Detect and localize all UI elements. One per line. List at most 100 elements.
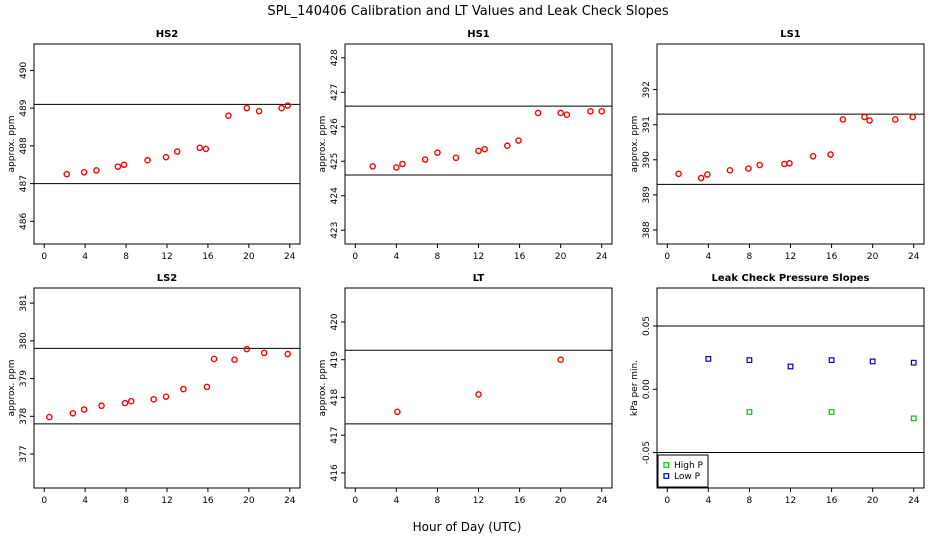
data-point [745, 165, 752, 172]
panel-4: LS2 0 4 8 12 16 20 24 377 378 379 380 381 approx. ppm [7, 273, 301, 506]
data-point [557, 109, 564, 117]
data-point [475, 147, 482, 155]
legend-label: High P [674, 461, 704, 471]
panel-5: LT 0 4 8 12 16 20 24 416 417 418 419 420 approx. ppm [318, 273, 613, 506]
data-point [63, 170, 71, 178]
x-tick-label: 0 [41, 496, 47, 506]
data-point [260, 349, 268, 357]
x-tick-label: 0 [664, 496, 670, 506]
x-tick-label: 12 [473, 496, 484, 506]
y-axis-label: approx. ppm [318, 116, 328, 173]
x-tick-label: 0 [41, 252, 47, 262]
data-point [173, 148, 181, 155]
x-tick-label: 0 [352, 252, 358, 262]
y-tick-label: 388 [642, 221, 652, 238]
x-tick-label: 20 [867, 252, 879, 262]
data-point [284, 102, 292, 109]
x-tick-label: 20 [555, 496, 567, 506]
data-point [369, 163, 377, 170]
y-tick-label: 486 [19, 213, 29, 230]
x-tick-label: 4 [705, 252, 711, 262]
data-point [278, 104, 285, 112]
data-point [399, 160, 406, 168]
y-tick-label: 389 [642, 186, 652, 203]
y-tick-label: 426 [330, 118, 340, 135]
x-tick-label: 20 [555, 252, 567, 262]
x-tick-label: 12 [161, 496, 172, 506]
data-point [196, 144, 204, 152]
data-point [434, 149, 441, 156]
panel-frame [344, 43, 613, 245]
y-tick-label: 379 [19, 370, 29, 387]
data-point [781, 160, 788, 168]
data-point [866, 117, 873, 124]
data-point [144, 156, 151, 164]
y-tick-label: 381 [19, 295, 29, 312]
data-point [839, 116, 847, 123]
x-tick-label: 16 [202, 252, 214, 262]
y-tick-label: 420 [330, 313, 340, 330]
y-tick-label: 488 [19, 137, 29, 154]
data-point [557, 356, 564, 363]
y-tick-label: 418 [330, 389, 340, 406]
data-point-low-p [869, 358, 876, 365]
x-tick-label: 16 [826, 496, 838, 506]
y-axis-label: kPa per min. [630, 360, 640, 416]
y-tick-label: 425 [330, 153, 340, 170]
data-point [180, 385, 187, 393]
data-point [162, 153, 170, 161]
data-point [861, 113, 868, 121]
x-axis-label: Hour of Day (UTC) [413, 520, 522, 534]
x-tick-label: 8 [123, 496, 129, 506]
data-point [225, 112, 232, 119]
data-point [726, 167, 734, 174]
panel-title: HS2 [156, 29, 179, 40]
panel-title: HS1 [467, 29, 490, 40]
data-point [756, 161, 763, 169]
data-point [93, 167, 100, 174]
data-point [284, 350, 292, 358]
panel-2: HS1 0 4 8 12 16 20 24 423 424 425 426 427 428 approx. … [318, 29, 613, 262]
x-tick-label: 24 [284, 252, 296, 262]
data-point [909, 113, 917, 121]
data-point [697, 174, 705, 182]
data-point-low-p [910, 359, 917, 366]
panel-frame [33, 287, 301, 489]
y-tick-label: 424 [330, 187, 340, 204]
data-point [563, 111, 571, 118]
data-point [598, 107, 606, 115]
data-point [69, 409, 77, 417]
data-point [421, 156, 429, 163]
y-tick-label: 428 [330, 49, 340, 66]
x-tick-label: 20 [243, 252, 255, 262]
panel-1: HS2 0 4 8 12 16 20 24 486 487 488 489 490 approx. ppm [7, 29, 301, 262]
legend-marker [663, 473, 670, 479]
x-tick-label: 8 [747, 496, 753, 506]
data-point [452, 154, 460, 162]
data-point [587, 107, 594, 115]
data-point [98, 402, 105, 410]
data-point [503, 142, 511, 150]
data-point [243, 104, 251, 112]
y-tick-label: 423 [330, 222, 340, 239]
panel-title: LT [473, 273, 485, 284]
y-tick-label: -0.05 [642, 441, 652, 464]
data-point [203, 383, 211, 391]
x-tick-label: 4 [705, 496, 711, 506]
data-point [704, 171, 711, 178]
y-tick-label: 378 [19, 407, 29, 424]
data-point [162, 393, 170, 400]
x-tick-label: 8 [747, 252, 753, 262]
x-tick-label: 12 [785, 496, 796, 506]
data-point [80, 169, 88, 176]
y-axis-label: approx. ppm [630, 116, 640, 173]
figure-title: SPL_140406 Calibration and LT Values and… [267, 4, 669, 19]
data-point [481, 145, 488, 153]
y-tick-label: 419 [330, 351, 340, 368]
panel-title: LS1 [780, 29, 801, 40]
x-tick-label: 20 [867, 496, 879, 506]
x-tick-label: 16 [826, 252, 838, 262]
data-point [255, 107, 263, 115]
